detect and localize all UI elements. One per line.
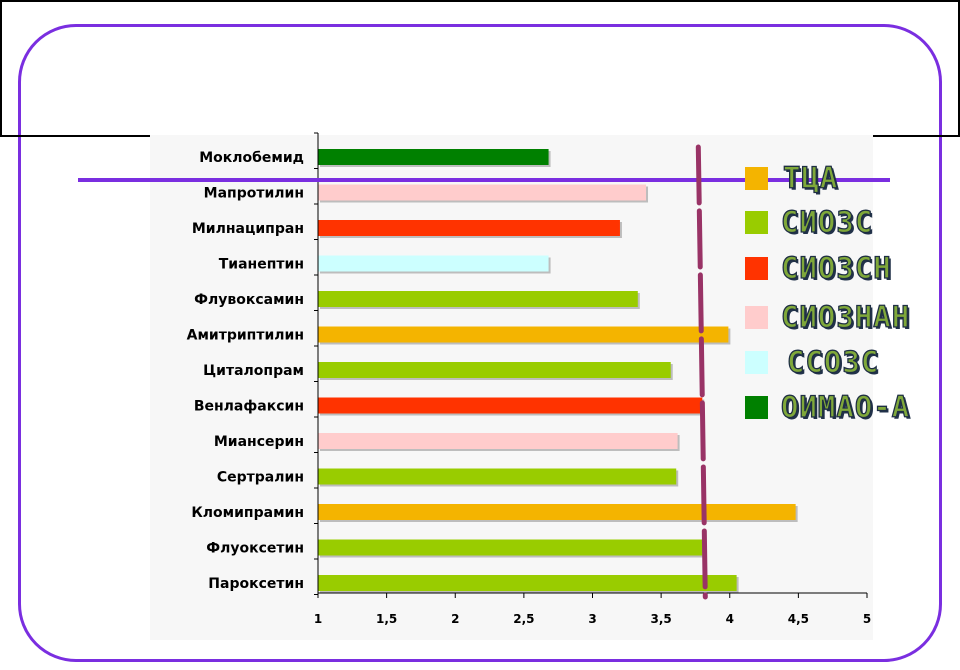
- axis-layer: 1 1,5 2 2,5 3 3,5 4 4,5 5: [314, 132, 871, 626]
- x-tick-label-0: 1: [314, 612, 322, 626]
- category-label-8: Миансерин: [214, 434, 304, 450]
- x-tick-label-8: 5: [863, 612, 871, 626]
- bar-2: [318, 220, 620, 236]
- legend-item-3: СИОЗНАН: [745, 297, 910, 337]
- legend-swatch-0: [745, 166, 768, 190]
- legend-swatch-5: [745, 395, 768, 419]
- category-label-12: Пароксетин: [208, 576, 304, 592]
- bar-8: [318, 433, 678, 449]
- x-tick-label-7: 4,5: [788, 612, 809, 626]
- category-label-4: Флувоксамин: [194, 292, 304, 308]
- x-tick-label-6: 4: [726, 612, 734, 626]
- category-label-6: Циталопрам: [203, 363, 304, 379]
- category-label-1: Мапротилин: [204, 186, 304, 202]
- slide-frame: [18, 24, 942, 662]
- x-tick-label-4: 3: [588, 612, 596, 626]
- legend-swatch-2: [745, 256, 768, 280]
- legend-swatch-4: [745, 350, 768, 374]
- legend-label-4: ССОЗС: [786, 344, 880, 379]
- legend-label-0: ТЦА: [782, 160, 839, 195]
- category-label-11: Флуоксетин: [206, 541, 304, 557]
- legend-label-3: СИОЗНАН: [780, 299, 911, 334]
- bar-7: [318, 397, 703, 414]
- legend-item-1: СИОЗС: [745, 202, 873, 242]
- category-label-9: Сертралин: [217, 470, 304, 486]
- bar-1: [318, 184, 647, 201]
- bar-12: [318, 575, 737, 591]
- x-tick-label-2: 2: [451, 612, 459, 626]
- bar-0: [318, 149, 549, 165]
- x-tick-label-5: 3,5: [650, 612, 671, 626]
- bar-5: [318, 326, 729, 343]
- accent-line: [78, 178, 890, 182]
- legend-label-2: СИОЗСН: [780, 250, 892, 285]
- legend-item-0: ТЦА: [745, 158, 838, 198]
- legend-item-5: ОИМАО-А: [745, 387, 910, 427]
- reference-line: [695, 144, 708, 600]
- x-tick-label-1: 1,5: [376, 612, 397, 626]
- legend-item-2: СИОЗСН: [745, 248, 892, 288]
- bar-6: [318, 362, 671, 378]
- category-label-10: Кломипрамин: [191, 505, 304, 521]
- category-label-3: Тианептин: [219, 257, 304, 273]
- bar-9: [318, 468, 677, 485]
- bar-10: [318, 504, 796, 520]
- labels-layer: Моклобемид Мапротилин Милнаципран Тианептин…: [187, 150, 304, 592]
- legend-swatch-3: [745, 305, 768, 329]
- bar-11: [318, 539, 703, 556]
- category-label-0: Моклобемид: [199, 150, 304, 166]
- legend-label-1: СИОЗС: [780, 204, 874, 239]
- legend-swatch-1: [745, 210, 768, 234]
- legend-item-4: ССОЗС: [745, 342, 879, 382]
- category-label-7: Венлафаксин: [194, 399, 304, 415]
- bar-3: [318, 255, 549, 272]
- category-label-2: Милнаципран: [192, 221, 304, 237]
- bars-layer: [318, 149, 798, 593]
- legend-label-5: ОИМАО-А: [780, 389, 911, 424]
- x-tick-label-3: 2,5: [513, 612, 534, 626]
- bar-4: [318, 291, 638, 307]
- category-label-5: Амитриптилин: [187, 328, 304, 344]
